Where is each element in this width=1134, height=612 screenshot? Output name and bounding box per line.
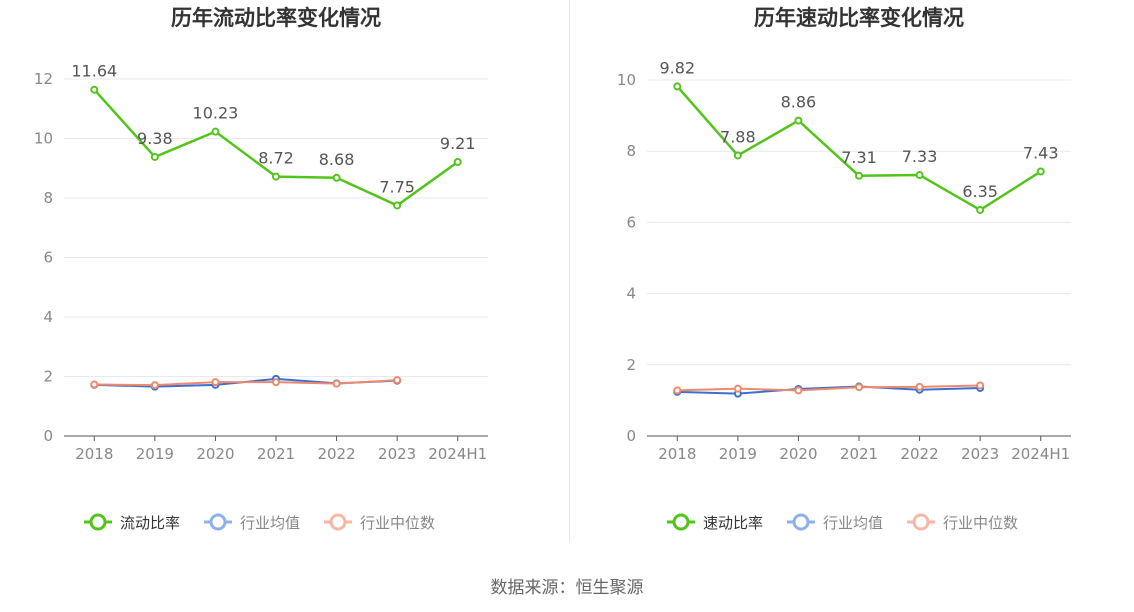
chart2-median-point[interactable] — [915, 382, 924, 391]
chart1-primary-point[interactable] — [211, 127, 220, 136]
chart1-primary-point[interactable] — [150, 152, 159, 161]
chart2-median-point[interactable] — [794, 386, 803, 395]
chart1-primary-point[interactable] — [393, 201, 402, 210]
chart1-primary-point[interactable] — [272, 172, 280, 181]
chart1-xtick-label: 2020 — [196, 445, 234, 463]
chart2-legend-marker-avg[interactable] — [792, 513, 810, 531]
chart2-xtick-label: 2023 — [961, 445, 999, 463]
chart1-data-label: 10.23 — [193, 104, 239, 123]
chart1-data-label: 9.38 — [137, 129, 173, 148]
chart2-data-label: 6.35 — [962, 182, 998, 201]
chart1-data-label: 8.72 — [258, 149, 294, 168]
chart2-xtick-label: 2024H1 — [1011, 445, 1070, 463]
chart2-legend-marker-median[interactable] — [912, 513, 930, 531]
chart2-ytick-label: 0 — [626, 427, 636, 445]
chart2-ytick-label: 8 — [626, 142, 636, 160]
chart1-median-point[interactable] — [211, 378, 220, 387]
chart1-ytick-label: 10 — [34, 130, 53, 148]
chart2-xtick-label: 2021 — [840, 445, 878, 463]
data-source-label: 数据来源：恒生聚源 — [490, 578, 644, 598]
chart2-legend-label-avg[interactable]: 行业均值 — [823, 514, 883, 532]
chart2-primary-point[interactable] — [976, 205, 985, 214]
chart2-median-point[interactable] — [976, 381, 985, 390]
chart2-legend-label-median[interactable]: 行业中位数 — [943, 514, 1018, 532]
chart2-median-series-line — [677, 384, 981, 392]
chart2-primary-point[interactable] — [673, 82, 682, 91]
chart2-xtick-label: 2022 — [900, 445, 938, 463]
chart2-avg-series-line — [677, 385, 981, 395]
chart1-median-point[interactable] — [393, 376, 402, 385]
chart2-data-label: 8.86 — [781, 93, 817, 112]
chart2-xtick-label: 2018 — [658, 445, 696, 463]
chart1-legend-marker-median[interactable] — [329, 513, 347, 531]
chart2-primary-point[interactable] — [855, 171, 863, 180]
chart1-data-label: 11.64 — [71, 62, 117, 81]
chart2-ytick-label: 6 — [626, 213, 636, 231]
chart2-median-point[interactable] — [673, 386, 682, 395]
chart2-xtick-label: 2020 — [779, 445, 817, 463]
chart1-legend-label-primary[interactable]: 流动比率 — [120, 514, 180, 532]
chart2-ytick-label: 10 — [617, 71, 636, 89]
chart1-median-series-line — [94, 379, 398, 387]
chart2-data-label: 7.88 — [720, 127, 756, 146]
chart1-title: 历年流动比率变化情况 — [171, 6, 381, 30]
chart2-title: 历年速动比率变化情况 — [754, 6, 964, 30]
chart1-data-label: 8.68 — [319, 150, 355, 169]
chart2-data-label: 9.82 — [659, 58, 695, 77]
chart1-legend-marker-avg[interactable] — [209, 513, 227, 531]
chart2-primary-point[interactable] — [794, 116, 803, 125]
chart2-legend-marker-primary[interactable] — [672, 513, 690, 531]
chart2-median-point[interactable] — [855, 383, 863, 392]
chart1-ytick-label: 6 — [43, 249, 53, 267]
chart1-xtick-label: 2023 — [378, 445, 416, 463]
chart1-data-label: 9.21 — [440, 134, 476, 153]
chart2-median-point[interactable] — [733, 384, 742, 393]
chart1-primary-point[interactable] — [90, 85, 99, 94]
chart1-median-point[interactable] — [150, 381, 159, 390]
chart1-xtick-label: 2019 — [136, 445, 174, 463]
chart1-ytick-label: 8 — [43, 189, 53, 207]
chart1-ytick-label: 12 — [34, 70, 53, 88]
chart1-xtick-label: 2018 — [75, 445, 113, 463]
chart1-median-point[interactable] — [332, 379, 341, 388]
chart1-ytick-label: 2 — [43, 368, 53, 386]
chart2-xtick-label: 2019 — [719, 445, 757, 463]
chart2-data-label: 7.33 — [902, 147, 938, 166]
chart1-xtick-label: 2022 — [317, 445, 355, 463]
chart1-xtick-label: 2024H1 — [428, 445, 487, 463]
chart2-primary-point[interactable] — [733, 151, 742, 160]
chart1-primary-point[interactable] — [332, 173, 341, 182]
chart1-median-point[interactable] — [272, 378, 280, 387]
chart1-legend-label-avg[interactable]: 行业均值 — [240, 514, 300, 532]
chart-divider — [569, 0, 570, 542]
chart1-median-point[interactable] — [90, 380, 99, 389]
charts-canvas: 历年流动比率变化情况 0 2 4 6 8 10 12 2018 2019 2020 2021 2022 2… — [34, 6, 1071, 532]
chart1-primary-point[interactable] — [453, 158, 462, 167]
chart2-data-label: 7.43 — [1023, 143, 1059, 162]
chart1-legend-label-median[interactable]: 行业中位数 — [360, 514, 435, 532]
chart2-legend-label-primary[interactable]: 速动比率 — [703, 514, 763, 532]
chart1-ytick-label: 4 — [43, 308, 53, 326]
chart2-primary-point[interactable] — [915, 171, 924, 180]
chart2-data-label: 7.31 — [841, 148, 877, 167]
chart1-data-label: 7.75 — [379, 177, 415, 196]
chart1-legend-marker-primary[interactable] — [89, 513, 107, 531]
chart2-ytick-label: 4 — [626, 285, 636, 303]
chart1-ytick-label: 0 — [43, 427, 53, 445]
chart2-primary-point[interactable] — [1036, 167, 1045, 176]
chart1-xtick-label: 2021 — [257, 445, 295, 463]
chart2-ytick-label: 2 — [626, 356, 636, 374]
